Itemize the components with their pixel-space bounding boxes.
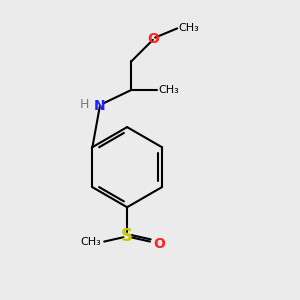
Text: CH₃: CH₃ [81, 237, 101, 247]
Text: CH₃: CH₃ [159, 85, 179, 95]
Text: N: N [94, 99, 106, 113]
Text: CH₃: CH₃ [178, 23, 200, 33]
Text: O: O [147, 32, 159, 46]
Text: O: O [153, 237, 165, 250]
Text: H: H [80, 98, 89, 111]
Text: S: S [121, 227, 133, 245]
